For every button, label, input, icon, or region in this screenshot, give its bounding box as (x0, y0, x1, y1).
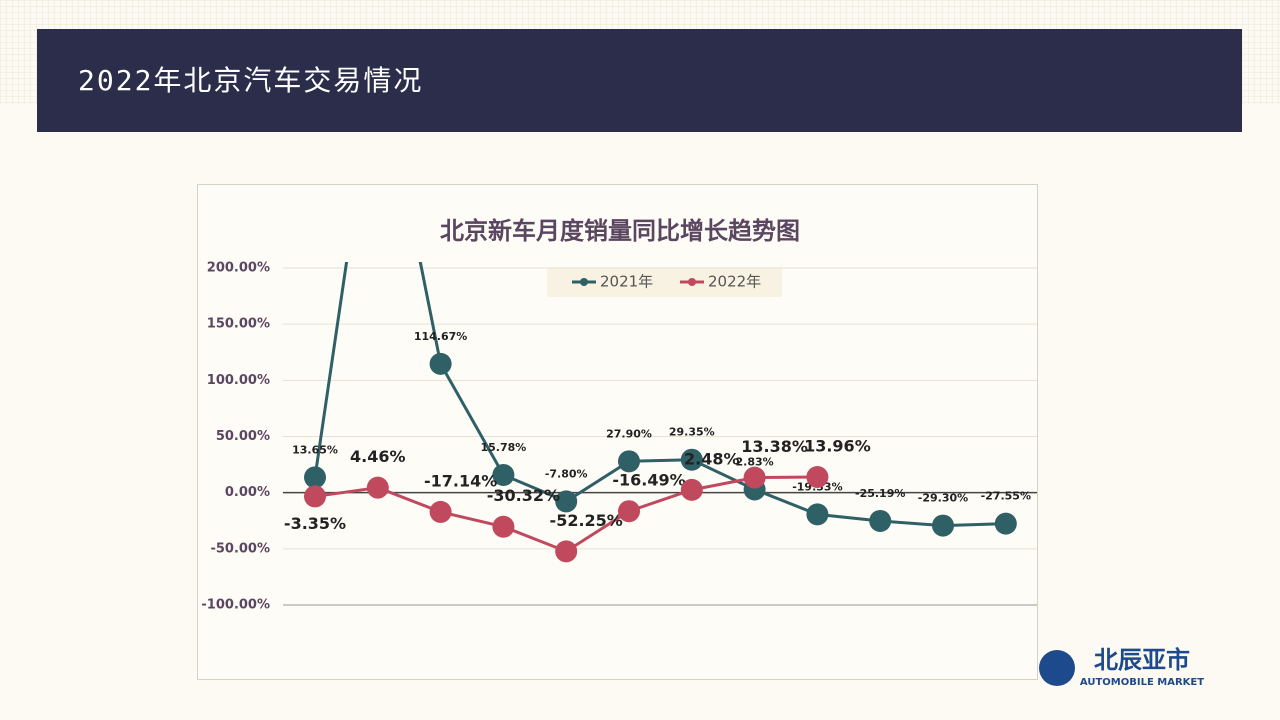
data-point (680, 448, 703, 471)
data-label: 15.78% (480, 441, 526, 454)
data-label: -29.30% (918, 492, 968, 505)
y-tick-label: -100.00% (201, 598, 270, 613)
chart-title: 北京新车月度销量同比增长趋势图 (440, 217, 800, 245)
data-label: -52.25% (550, 511, 623, 530)
data-point (806, 503, 829, 526)
legend-marker (580, 278, 588, 286)
y-tick-label: 150.00% (207, 317, 270, 332)
legend-label: 2022年 (708, 273, 761, 291)
data-label: -27.55% (981, 490, 1031, 503)
logo-name: 北辰亚市 (1094, 646, 1190, 674)
data-label: -17.14% (424, 471, 497, 490)
data-point (680, 478, 703, 501)
y-tick-label: 200.00% (207, 261, 270, 276)
data-label: 13.65% (292, 443, 338, 456)
data-point (555, 490, 578, 513)
logo-subtitle: AUTOMOBILE MARKET (1080, 677, 1204, 688)
data-point (492, 515, 515, 538)
legend-label: 2021年 (600, 273, 653, 291)
data-label: -30.32% (487, 486, 560, 505)
data-point (555, 540, 578, 563)
data-point (869, 509, 892, 532)
data-point (743, 466, 766, 489)
data-point (304, 466, 326, 489)
data-label: 27.90% (606, 427, 652, 440)
y-tick-label: 50.00% (216, 429, 270, 444)
data-point (618, 450, 640, 473)
data-point (366, 476, 389, 499)
data-point (932, 514, 954, 537)
y-tick-label: -50.00% (210, 541, 270, 556)
data-label: 4.46% (350, 447, 406, 466)
data-point (429, 352, 452, 375)
data-label: 2.48% (684, 449, 740, 468)
data-label: 13.96% (804, 436, 871, 455)
header-band (37, 29, 1242, 132)
data-point (806, 465, 829, 488)
y-tick-label: 100.00% (207, 373, 270, 388)
data-label: -16.49% (612, 471, 685, 490)
logo-icon (1039, 650, 1075, 686)
data-label: -7.80% (545, 467, 588, 480)
data-label: 2.83% (736, 455, 774, 468)
chart-frame (197, 184, 1038, 680)
data-point (429, 500, 452, 523)
y-tick-label: 0.00% (225, 485, 270, 500)
logo: 北辰亚市 AUTOMOBILE MARKET (1039, 646, 1204, 688)
data-label: -3.35% (284, 514, 346, 533)
legend-marker (688, 278, 696, 286)
data-label: 29.35% (669, 426, 715, 439)
data-label: 114.67% (414, 330, 467, 343)
plot-area: 13.65% 114.67% 15.78% -7.80% 27.90% 29.35% 2.8… (284, 262, 1031, 563)
data-point (618, 500, 640, 523)
data-point (994, 512, 1017, 535)
data-label: -25.19% (855, 487, 905, 500)
data-point (304, 485, 326, 508)
slide-title: 2022年北京汽车交易情况 (78, 64, 423, 97)
data-point (492, 463, 515, 486)
data-label: 13.38% (741, 437, 808, 456)
